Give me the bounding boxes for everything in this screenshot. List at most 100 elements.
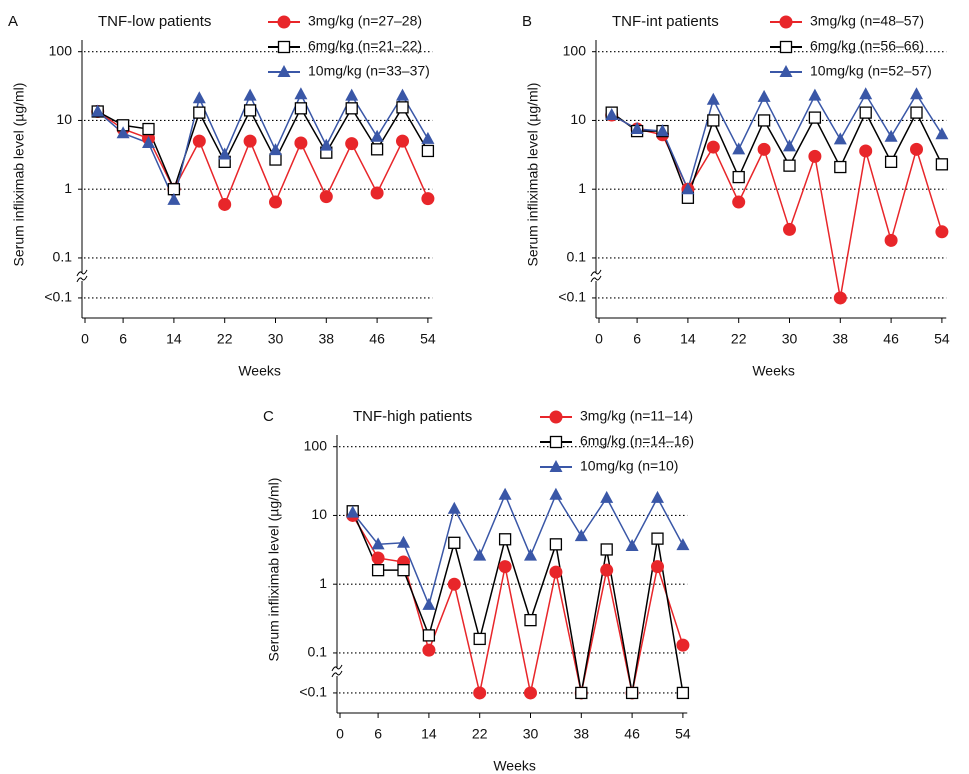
marker (370, 186, 384, 200)
marker (656, 124, 669, 137)
legend-label: 6mg/kg (n=56–66) (810, 38, 924, 54)
y-tick-label: 0.1 (567, 249, 587, 265)
panel-label: B (522, 13, 532, 30)
marker (498, 533, 512, 546)
marker (859, 87, 873, 100)
chart-title: TNF-high patients (353, 408, 472, 425)
legend-marker (779, 40, 793, 54)
marker (549, 565, 563, 579)
marker (524, 613, 537, 627)
marker (396, 88, 409, 101)
marker (243, 134, 257, 148)
marker (935, 127, 949, 140)
marker (706, 92, 720, 105)
marker (732, 195, 746, 209)
marker (625, 538, 639, 551)
legend-marker (779, 15, 793, 29)
x-tick-label: 46 (369, 331, 385, 347)
panel-label: C (263, 408, 274, 425)
y-axis-label: Serum infliximab level (µg/ml) (266, 478, 282, 662)
x-tick-label: 54 (675, 726, 691, 742)
marker (371, 564, 385, 577)
x-tick-label: 30 (782, 331, 798, 347)
series-line (352, 510, 684, 694)
marker (218, 197, 232, 211)
legend-label: 10mg/kg (n=33–37) (308, 63, 430, 79)
marker (345, 137, 359, 151)
axis-break (590, 269, 602, 283)
marker (707, 114, 720, 127)
legend-marker (277, 40, 291, 54)
x-tick-label: 46 (883, 331, 899, 347)
marker (910, 142, 923, 156)
marker (625, 686, 639, 700)
marker (447, 577, 461, 591)
y-axis-label: Serum infliximab level (µg/ml) (525, 83, 541, 267)
marker (681, 182, 695, 195)
x-tick-label: 38 (574, 726, 590, 742)
y-tick-label: 0.1 (308, 644, 328, 660)
marker (498, 560, 512, 574)
marker (142, 135, 155, 148)
marker (473, 686, 487, 700)
legend-label: 3mg/kg (n=27–28) (308, 13, 422, 29)
x-tick-label: 14 (166, 331, 182, 347)
marker (600, 563, 614, 577)
legend-marker (779, 65, 793, 77)
marker (448, 536, 461, 549)
marker (732, 142, 746, 155)
marker (676, 538, 690, 551)
marker (834, 160, 847, 174)
marker (757, 89, 771, 102)
x-tick-label: 22 (217, 331, 233, 347)
marker (192, 134, 206, 148)
marker (757, 142, 771, 156)
marker (371, 537, 385, 550)
marker (193, 106, 206, 119)
x-tick-label: 14 (680, 331, 696, 347)
marker (422, 597, 436, 610)
marker (833, 291, 847, 305)
x-tick-label: 6 (633, 331, 641, 347)
y-tick-label: <0.1 (299, 684, 327, 700)
panel-label: A (8, 13, 18, 30)
y-tick-label: 1 (319, 575, 327, 591)
x-tick-label: 14 (421, 726, 437, 742)
marker (397, 535, 410, 548)
marker (783, 222, 796, 236)
x-tick-label: 0 (595, 331, 603, 347)
series-line (611, 92, 943, 192)
x-axis-label: Weeks (238, 363, 281, 379)
y-tick-label: 1 (578, 180, 586, 196)
marker (218, 147, 232, 160)
marker (473, 632, 486, 646)
marker (116, 126, 130, 139)
x-tick-label: 46 (624, 726, 640, 742)
legend-marker (549, 460, 563, 472)
marker (884, 233, 898, 247)
legend-label: 10mg/kg (n=10) (580, 458, 678, 474)
marker (935, 158, 949, 171)
marker (833, 132, 847, 145)
marker (783, 159, 796, 172)
marker (294, 87, 308, 100)
x-tick-label: 54 (934, 331, 950, 347)
marker (935, 225, 949, 239)
marker (732, 170, 745, 184)
y-tick-label: <0.1 (44, 289, 72, 305)
marker (859, 106, 872, 119)
marker (884, 129, 898, 142)
y-axis-label: Serum infliximab level (µg/ml) (11, 83, 27, 267)
marker (808, 111, 822, 124)
marker (524, 548, 537, 561)
marker (345, 88, 359, 101)
y-tick-label: 10 (56, 111, 72, 127)
axis-break (76, 269, 88, 283)
marker (706, 140, 720, 154)
x-tick-label: 54 (420, 331, 436, 347)
x-axis-label: Weeks (493, 758, 536, 774)
marker (575, 686, 588, 700)
y-tick-label: 10 (570, 111, 586, 127)
marker (884, 155, 898, 168)
